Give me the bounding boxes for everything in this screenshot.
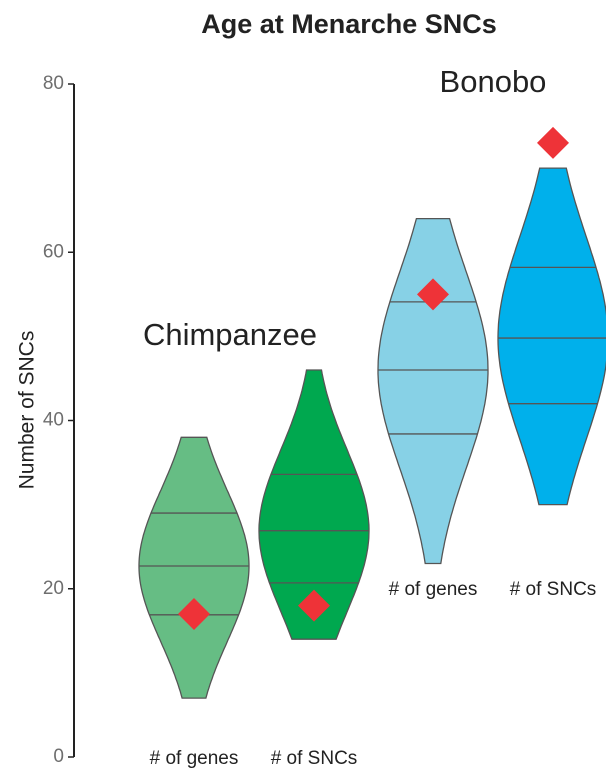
chart-title: Age at Menarche SNCs bbox=[201, 9, 497, 39]
observed-marker bbox=[537, 126, 569, 159]
group-label: Bonobo bbox=[440, 64, 547, 99]
y-axis-label: Number of SNCs bbox=[16, 331, 39, 490]
y-tick-label: 60 bbox=[43, 241, 64, 262]
violin bbox=[138, 436, 250, 699]
y-tick-label: 80 bbox=[43, 73, 64, 94]
y-tick-label: 20 bbox=[43, 578, 64, 599]
violin bbox=[497, 167, 606, 506]
category-label: # of genes bbox=[150, 748, 239, 769]
observed-marker bbox=[417, 278, 449, 311]
y-tick-label: 40 bbox=[43, 410, 64, 431]
group-label: Chimpanzee bbox=[143, 317, 317, 352]
violin bbox=[377, 217, 489, 565]
violin bbox=[258, 369, 370, 640]
category-label: # of SNCs bbox=[510, 579, 597, 600]
observed-marker bbox=[178, 597, 210, 630]
category-label: # of genes bbox=[389, 579, 478, 600]
category-label: # of SNCs bbox=[271, 748, 358, 769]
observed-marker bbox=[298, 589, 330, 622]
y-tick-label: 0 bbox=[53, 746, 64, 767]
